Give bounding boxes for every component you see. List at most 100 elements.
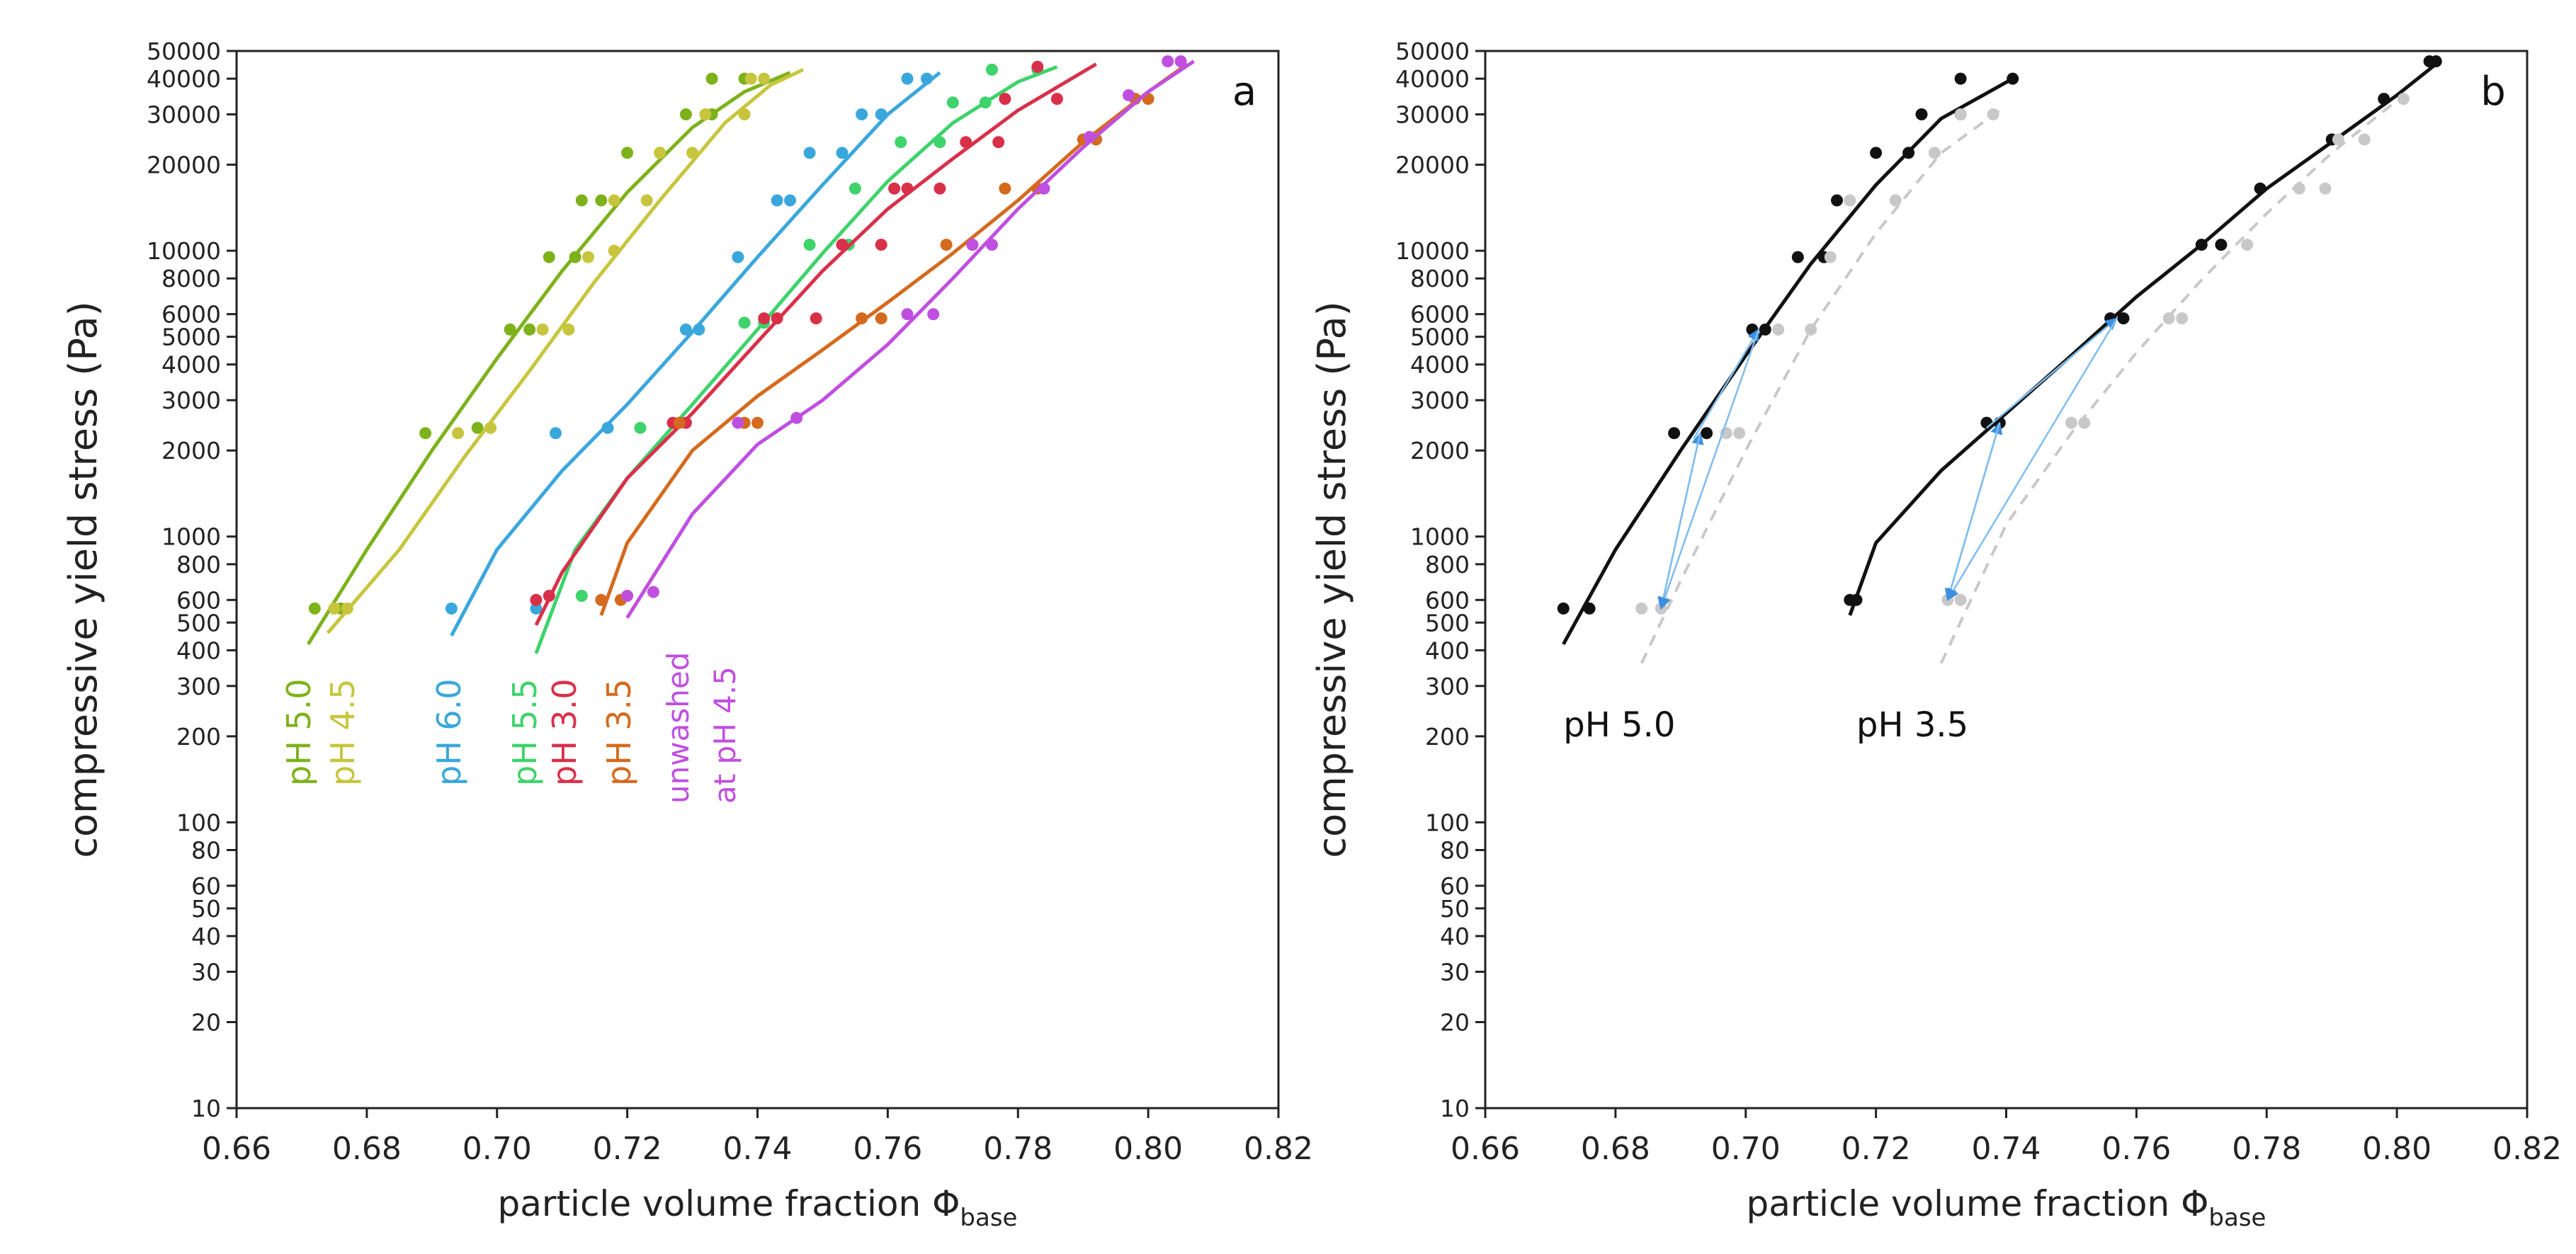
data-point xyxy=(543,251,555,263)
data-point xyxy=(308,602,321,615)
data-point xyxy=(471,421,484,434)
data-point xyxy=(1902,147,1915,159)
legend-label: pH 5.5 xyxy=(506,678,544,786)
data-point xyxy=(2195,239,2208,251)
series-curve xyxy=(326,68,804,634)
data-point xyxy=(1954,108,1967,120)
data-point xyxy=(601,421,614,434)
data-point xyxy=(1772,323,1785,336)
data-point xyxy=(2378,93,2390,106)
y-tick-label: 6000 xyxy=(1410,301,1470,329)
shift-arrow xyxy=(1659,329,1760,610)
data-point xyxy=(679,323,692,336)
data-point xyxy=(1850,593,1863,606)
y-tick-label: 10 xyxy=(191,1095,221,1122)
data-point xyxy=(966,239,979,251)
y-tick-label: 600 xyxy=(176,586,221,614)
y-tick-label: 4000 xyxy=(1410,351,1470,379)
y-tick-label: 10 xyxy=(1440,1095,1470,1122)
data-point xyxy=(1583,602,1596,615)
x-axis-label-main: particle volume fraction Φ xyxy=(498,1183,960,1224)
y-tick-label: 80 xyxy=(191,836,221,864)
data-point xyxy=(1805,323,1817,336)
data-point xyxy=(2117,312,2130,325)
data-point xyxy=(784,194,796,207)
data-point xyxy=(2429,55,2442,68)
data-point xyxy=(895,136,907,149)
data-point xyxy=(999,182,1011,195)
legend-label: at pH 4.5 xyxy=(708,666,742,804)
data-point xyxy=(328,602,341,615)
x-tick-label: 0.78 xyxy=(2232,1131,2301,1167)
x-tick-label: 0.66 xyxy=(202,1131,271,1167)
data-point xyxy=(1123,89,1135,101)
data-point xyxy=(836,147,849,159)
data-point xyxy=(2319,182,2332,195)
data-point xyxy=(341,602,353,615)
data-point xyxy=(647,586,659,598)
data-point xyxy=(2078,416,2091,429)
data-point xyxy=(960,136,972,149)
data-point xyxy=(1050,93,1063,106)
shift-arrow xyxy=(1946,317,2118,601)
plot-frame xyxy=(1484,50,2529,1110)
data-point xyxy=(999,93,1011,106)
x-tick-label: 0.76 xyxy=(853,1131,922,1167)
annotation-label: pH 3.5 xyxy=(1856,705,1968,745)
y-tick-label: 500 xyxy=(1425,609,1470,637)
series-curve xyxy=(1848,62,2437,616)
data-point xyxy=(1083,131,1096,143)
data-point xyxy=(803,239,816,251)
y-tick-label: 20 xyxy=(1440,1008,1470,1036)
x-tick-label: 0.68 xyxy=(332,1131,402,1167)
data-point xyxy=(1831,194,1843,207)
y-tick-label: 8000 xyxy=(161,265,221,292)
legend-label: pH 6.0 xyxy=(430,678,468,786)
y-tick-label: 800 xyxy=(176,551,221,578)
shift-arrow xyxy=(1693,328,1760,440)
y-tick-label: 20000 xyxy=(1395,152,1470,179)
data-point xyxy=(673,416,686,429)
data-point xyxy=(693,323,705,336)
data-point xyxy=(790,411,803,424)
data-point xyxy=(771,194,783,207)
data-point xyxy=(1635,602,1648,615)
data-point xyxy=(1889,194,1902,207)
data-point xyxy=(751,416,764,429)
legend-label: pH 3.5 xyxy=(600,678,638,786)
y-tick-label: 40 xyxy=(191,923,221,950)
y-axis-label: compressive yield stress (Pa) xyxy=(61,301,106,857)
data-point xyxy=(530,593,543,606)
y-tick-label: 30 xyxy=(191,958,221,986)
y-tick-label: 200 xyxy=(1425,723,1470,751)
y-tick-label: 50000 xyxy=(147,38,221,65)
x-tick-label: 0.80 xyxy=(1113,1131,1183,1167)
data-point xyxy=(758,72,771,85)
data-point xyxy=(986,63,998,76)
data-point xyxy=(419,427,432,440)
data-point xyxy=(536,323,549,336)
data-point xyxy=(934,182,946,195)
data-point xyxy=(640,194,653,207)
y-tick-label: 800 xyxy=(1425,551,1470,578)
data-point xyxy=(445,602,458,615)
data-point xyxy=(1162,55,1174,68)
y-tick-label: 300 xyxy=(176,673,221,700)
series-curve xyxy=(450,71,941,637)
data-point xyxy=(875,312,887,325)
data-point xyxy=(2332,133,2344,146)
data-point xyxy=(550,427,562,440)
data-point xyxy=(1915,108,1928,120)
annotation-label: pH 5.0 xyxy=(1563,705,1675,745)
data-point xyxy=(771,312,783,325)
y-tick-label: 30 xyxy=(1440,958,1470,986)
data-point xyxy=(849,182,861,195)
data-point xyxy=(569,251,581,263)
data-point xyxy=(2176,312,2189,325)
chart-panel-a: 0.66 0.68 0.70 0.72 0.74 0.76 0.78 0.80 0.82 10 20… xyxy=(61,38,1313,1232)
y-tick-label: 400 xyxy=(176,637,221,664)
y-tick-label: 60 xyxy=(191,872,221,900)
x-tick-label: 0.66 xyxy=(1451,1131,1520,1167)
shift-arrow xyxy=(1944,422,2001,601)
